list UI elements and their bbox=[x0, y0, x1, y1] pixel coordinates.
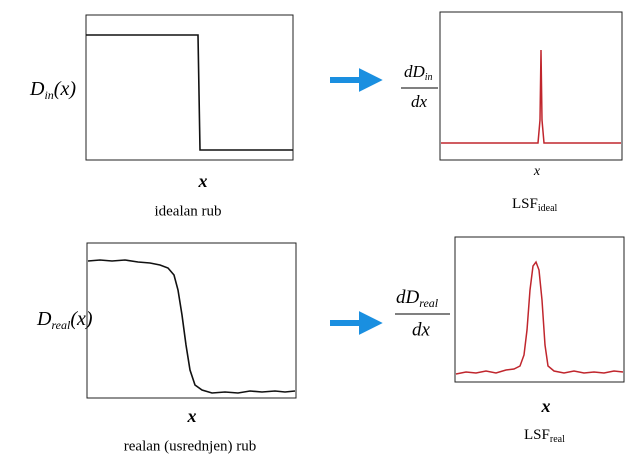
lsf-curve bbox=[441, 49, 621, 144]
y-label-denominator: dx bbox=[412, 319, 431, 340]
y-label-denominator: dx bbox=[411, 92, 428, 111]
lsf-curve bbox=[455, 260, 624, 375]
arrow bbox=[330, 311, 383, 335]
y-label-numerator: dDin bbox=[404, 62, 433, 83]
x-label: x bbox=[533, 164, 541, 179]
arrow bbox=[330, 68, 383, 92]
plot-frame bbox=[439, 11, 623, 161]
caption: LSFreal bbox=[524, 427, 565, 445]
plot-frame bbox=[454, 236, 625, 383]
y-label: Din(x) bbox=[29, 78, 76, 102]
y-label: Dreal(x) bbox=[36, 308, 93, 332]
caption: idealan rub bbox=[154, 203, 221, 219]
edge-curve bbox=[86, 34, 293, 151]
y-label-numerator: dDreal bbox=[396, 287, 439, 309]
x-label: x bbox=[541, 396, 551, 416]
edge-curve bbox=[87, 259, 296, 394]
x-label: x bbox=[187, 406, 197, 426]
x-label: x bbox=[198, 171, 208, 191]
caption: LSFideal bbox=[512, 196, 558, 214]
caption: realan (usrednjen) rub bbox=[124, 438, 256, 454]
plot-frame bbox=[85, 14, 294, 161]
